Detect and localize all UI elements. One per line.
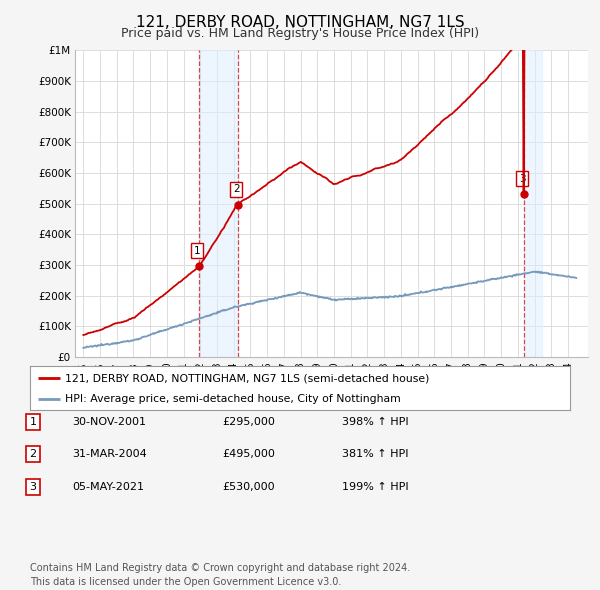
Text: £530,000: £530,000 [222,482,275,491]
Bar [199,50,238,357]
Text: Price paid vs. HM Land Registry's House Price Index (HPI): Price paid vs. HM Land Registry's House … [121,27,479,40]
Text: 398% ↑ HPI: 398% ↑ HPI [342,417,409,427]
Text: 3: 3 [519,173,526,183]
Text: 2: 2 [29,450,37,459]
Text: 121, DERBY ROAD, NOTTINGHAM, NG7 1LS (semi-detached house): 121, DERBY ROAD, NOTTINGHAM, NG7 1LS (se… [65,373,430,383]
Text: £495,000: £495,000 [222,450,275,459]
Text: 1: 1 [194,245,200,255]
Text: 199% ↑ HPI: 199% ↑ HPI [342,482,409,491]
Text: 3: 3 [29,482,37,491]
Text: 05-MAY-2021: 05-MAY-2021 [72,482,144,491]
Text: £295,000: £295,000 [222,417,275,427]
Text: Contains HM Land Registry data © Crown copyright and database right 2024.
This d: Contains HM Land Registry data © Crown c… [30,563,410,587]
Text: HPI: Average price, semi-detached house, City of Nottingham: HPI: Average price, semi-detached house,… [65,394,401,404]
Text: 30-NOV-2001: 30-NOV-2001 [72,417,146,427]
Text: 31-MAR-2004: 31-MAR-2004 [72,450,147,459]
Text: 381% ↑ HPI: 381% ↑ HPI [342,450,409,459]
Text: 2: 2 [233,184,239,194]
Text: 1: 1 [29,417,37,427]
Text: 121, DERBY ROAD, NOTTINGHAM, NG7 1LS: 121, DERBY ROAD, NOTTINGHAM, NG7 1LS [136,15,464,30]
Bar [524,50,542,357]
